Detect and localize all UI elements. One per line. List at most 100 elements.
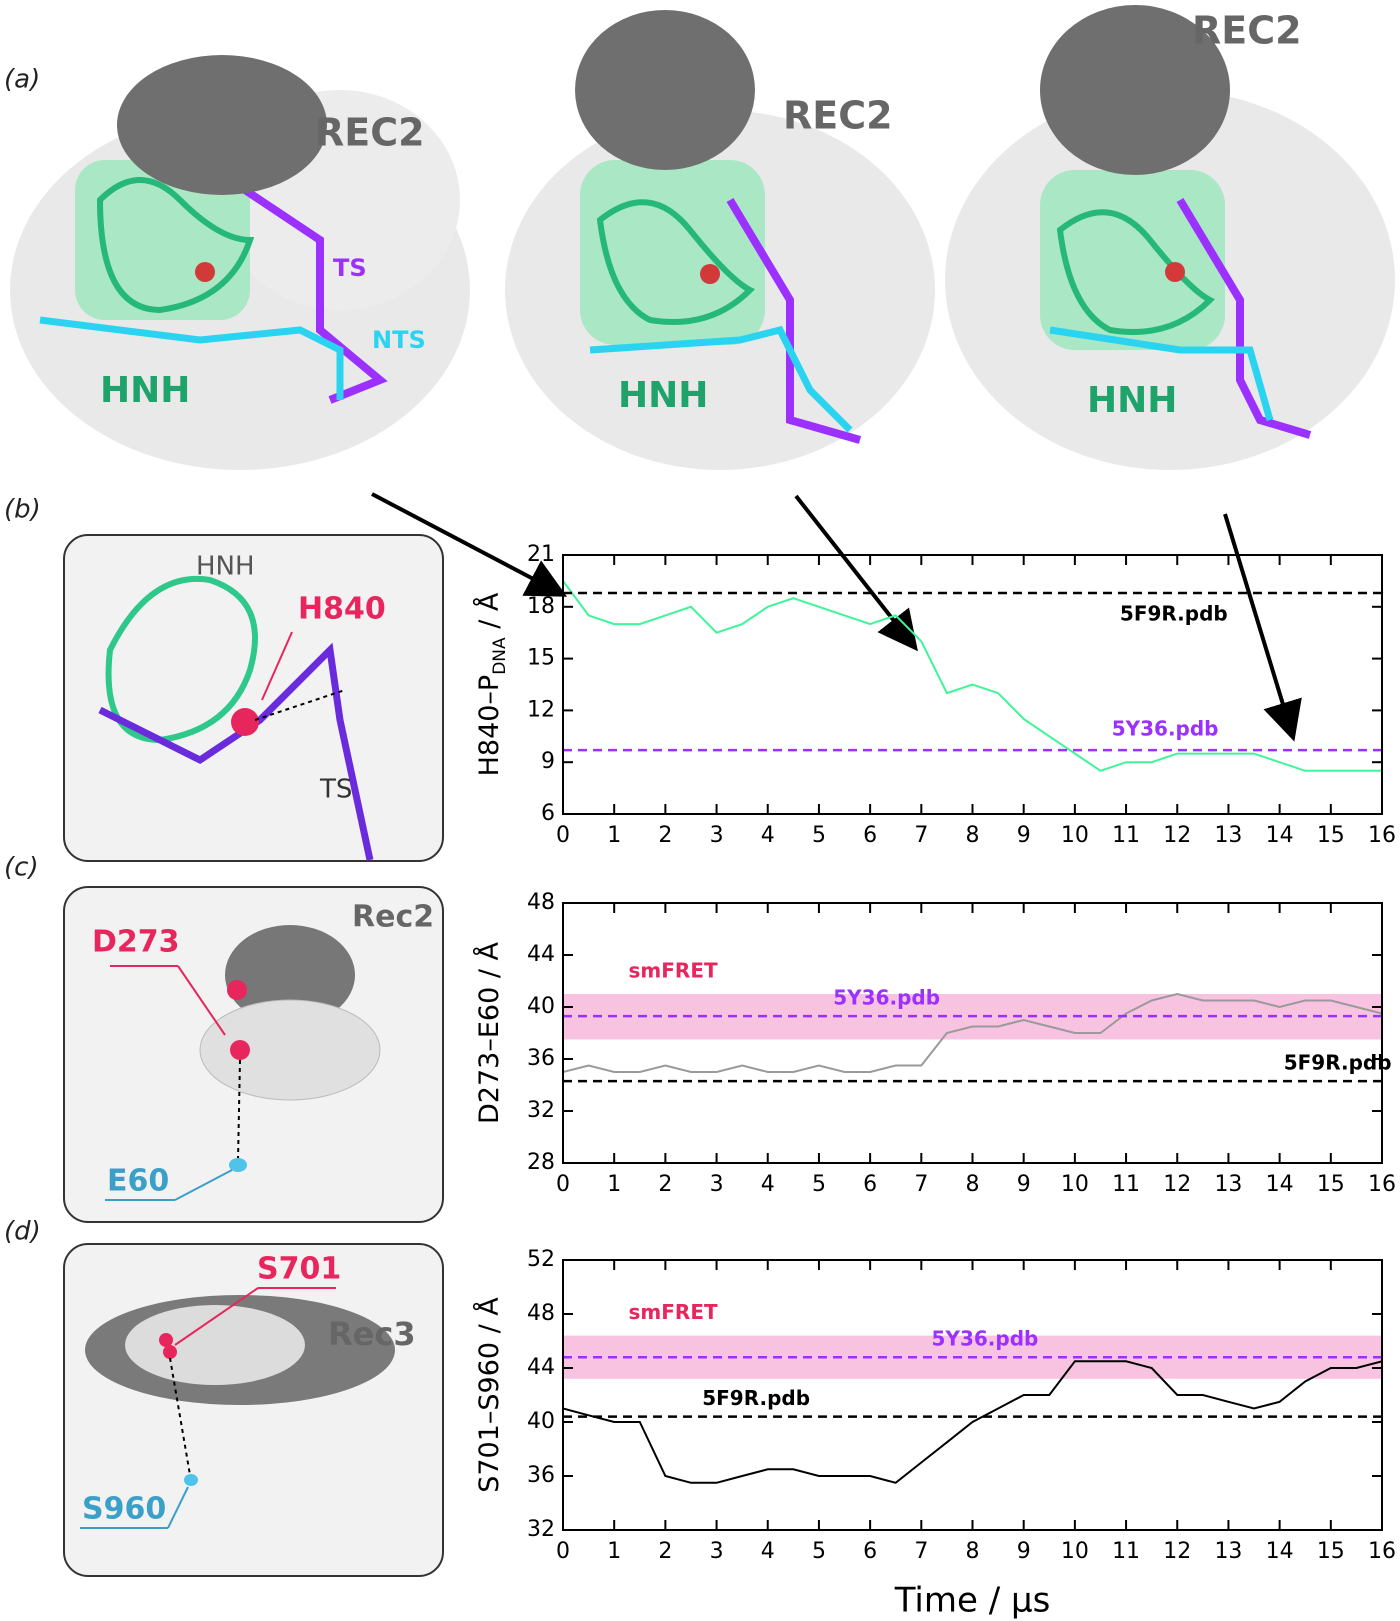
- y-tick-label: 44: [527, 1355, 555, 1380]
- x-tick-label: 0: [556, 1172, 570, 1197]
- reference-label: 5F9R.pdb: [1120, 601, 1228, 625]
- residue-label: S960: [82, 1492, 166, 1527]
- x-tick-label: 16: [1368, 823, 1396, 848]
- x-tick-label: 2: [658, 1172, 672, 1197]
- structure: REC2 HNH: [505, 10, 935, 470]
- y-tick-label: 36: [527, 1463, 555, 1488]
- y-axis-label-part: DNA: [490, 637, 510, 675]
- inset-label: HNH: [196, 552, 255, 582]
- x-tick-label: 1: [607, 823, 621, 848]
- reference-label: 5F9R.pdb: [1284, 1051, 1392, 1075]
- series-line: [563, 992, 1382, 1073]
- inset-label: Rec2: [352, 900, 434, 935]
- band-label: smFRET: [629, 959, 718, 983]
- y-axis-label: D273–E60 / Å: [473, 941, 505, 1124]
- x-tick-label: 12: [1163, 1539, 1191, 1564]
- y-tick-label: 15: [527, 646, 555, 671]
- residue-label: S701: [257, 1252, 341, 1287]
- reference-label: 5Y36.pdb: [833, 986, 940, 1010]
- x-tick-label: 11: [1112, 823, 1140, 848]
- panel-label: (d): [4, 1217, 41, 1247]
- x-tick-label: 2: [658, 823, 672, 848]
- series-line: [563, 1360, 1382, 1484]
- y-axis-label-part: / Å: [473, 592, 505, 637]
- y-tick-label: 12: [527, 697, 555, 722]
- y-axis-label: S701–S960 / Å: [473, 1297, 505, 1493]
- band-label: smFRET: [629, 1300, 718, 1324]
- arrow: [371, 492, 568, 597]
- x-tick-label: 12: [1163, 1172, 1191, 1197]
- domain-label: HNH: [1087, 380, 1177, 421]
- residue-label: H840: [298, 592, 386, 627]
- y-axis-label-part: H840–P: [474, 675, 505, 777]
- x-tick-label: 11: [1112, 1539, 1140, 1564]
- x-tick-label: 3: [710, 1172, 724, 1197]
- x-tick-label: 2: [658, 1539, 672, 1564]
- reference-label: 5Y36.pdb: [1112, 717, 1219, 741]
- x-tick-label: 0: [556, 823, 570, 848]
- y-tick-label: 32: [527, 1517, 555, 1542]
- x-tick-label: 0: [556, 1539, 570, 1564]
- x-tick-label: 5: [812, 1172, 826, 1197]
- arrow: [794, 494, 918, 652]
- structure: REC2 TS NTS HNH: [10, 55, 470, 470]
- y-tick-label: 28: [527, 1150, 555, 1175]
- x-tick-label: 6: [863, 1539, 877, 1564]
- y-tick-label: 40: [527, 994, 555, 1019]
- x-tick-label: 16: [1368, 1539, 1396, 1564]
- x-tick-label: 12: [1163, 823, 1191, 848]
- x-tick-label: 3: [710, 1539, 724, 1564]
- x-tick-label: 8: [966, 1539, 980, 1564]
- x-tick-label: 7: [914, 823, 928, 848]
- inset-label: TS: [319, 775, 352, 805]
- x-tick-label: 3: [710, 823, 724, 848]
- domain-label: REC2: [1192, 9, 1302, 53]
- x-tick-label: 7: [914, 1172, 928, 1197]
- x-tick-label: 11: [1112, 1172, 1140, 1197]
- y-tick-label: 48: [527, 1301, 555, 1326]
- residue-label: D273: [92, 925, 180, 960]
- y-tick-label: 36: [527, 1046, 555, 1071]
- inset: HNH H840 TS: [63, 534, 444, 862]
- y-tick-label: 44: [527, 942, 555, 967]
- y-axis-label: H840–PDNA / Å: [473, 592, 511, 776]
- x-tick-label: 4: [761, 1172, 775, 1197]
- x-tick-label: 14: [1266, 1172, 1294, 1197]
- domain-label: HNH: [100, 370, 190, 411]
- x-tick-label: 1: [607, 1172, 621, 1197]
- x-tick-label: 10: [1061, 823, 1089, 848]
- panel-label: (a): [4, 65, 40, 95]
- reference-label: 5F9R.pdb: [702, 1386, 810, 1410]
- y-axis-label-part: S701–S960 / Å: [473, 1297, 505, 1493]
- x-tick-label: 13: [1214, 1172, 1242, 1197]
- y-tick-label: 21: [527, 542, 555, 567]
- strand-label: TS: [333, 254, 367, 282]
- y-tick-label: 18: [527, 594, 555, 619]
- x-tick-label: 4: [761, 823, 775, 848]
- x-tick-label: 13: [1214, 823, 1242, 848]
- y-tick-label: 6: [541, 801, 555, 826]
- x-tick-label: 9: [1017, 1172, 1031, 1197]
- x-tick-label: 5: [812, 823, 826, 848]
- x-tick-label: 15: [1317, 1172, 1345, 1197]
- x-tick-label: 16: [1368, 1172, 1396, 1197]
- y-tick-label: 52: [527, 1247, 555, 1272]
- residue-label: E60: [107, 1164, 169, 1199]
- x-tick-label: 10: [1061, 1539, 1089, 1564]
- y-tick-label: 48: [527, 890, 555, 915]
- x-tick-label: 10: [1061, 1172, 1089, 1197]
- panel-label: (c): [4, 853, 39, 883]
- x-tick-label: 1: [607, 1539, 621, 1564]
- reference-label: 5Y36.pdb: [932, 1327, 1039, 1351]
- arrow: [1223, 513, 1302, 742]
- x-tick-label: 15: [1317, 1539, 1345, 1564]
- x-tick-label: 13: [1214, 1539, 1242, 1564]
- x-tick-label: 8: [966, 1172, 980, 1197]
- x-tick-label: 9: [1017, 823, 1031, 848]
- x-tick-label: 15: [1317, 823, 1345, 848]
- y-tick-label: 32: [527, 1098, 555, 1123]
- y-tick-label: 40: [527, 1409, 555, 1434]
- domain-label: REC2: [315, 111, 425, 155]
